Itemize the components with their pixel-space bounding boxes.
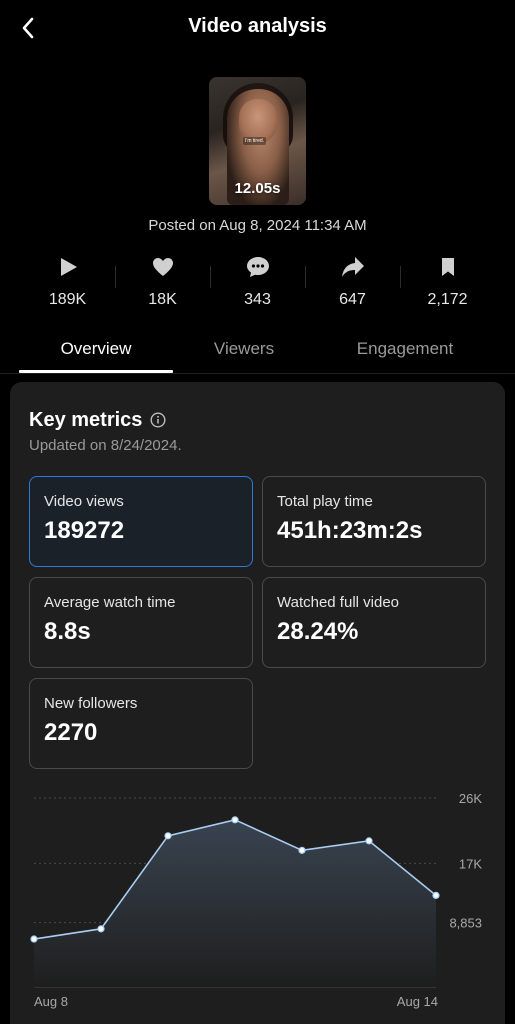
metric-label: Average watch time	[44, 594, 176, 611]
stat-shares: 647	[305, 252, 400, 312]
tab-bar: Overview Viewers Engagement	[0, 334, 515, 374]
metric-label: New followers	[44, 695, 138, 712]
metric-total-play-time[interactable]: Total play time 451h:23m:2s	[262, 476, 486, 567]
metric-label: Video views	[44, 493, 124, 510]
x-tick-label: Aug 14	[397, 994, 438, 1009]
header: Video analysis	[0, 0, 515, 56]
metric-video-views[interactable]: Video views 189272	[29, 476, 253, 567]
stat-value: 189K	[48, 291, 87, 308]
data-point-3[interactable]	[231, 816, 239, 824]
posted-date: Posted on Aug 8, 2024 11:34 AM	[148, 217, 367, 234]
tab-active-indicator	[19, 370, 173, 373]
video-caption: I'm tired.	[243, 137, 267, 145]
tab-engagement[interactable]: Engagement	[356, 339, 454, 358]
metric-new-followers[interactable]: New followers 2270	[29, 678, 253, 769]
metric-label: Watched full video	[277, 594, 400, 611]
tab-overview[interactable]: Overview	[60, 339, 132, 358]
comment-icon	[246, 255, 270, 279]
data-point-5[interactable]	[365, 837, 373, 845]
thumbnail-face	[239, 99, 277, 143]
data-point-4[interactable]	[298, 846, 306, 854]
metric-value: 189272	[44, 517, 125, 544]
video-thumbnail[interactable]: I'm tired. 12.05s	[209, 77, 306, 205]
page-title: Video analysis	[188, 15, 327, 37]
play-icon	[56, 255, 80, 279]
metric-value: 2270	[44, 719, 98, 746]
metric-average-watch-time[interactable]: Average watch time 8.8s	[29, 577, 253, 668]
metric-value: 8.8s	[44, 618, 91, 645]
metric-value: 28.24%	[277, 618, 359, 645]
stat-bookmarks: 2,172	[400, 252, 495, 312]
metric-value: 451h:23m:2s	[277, 517, 423, 544]
stat-value: 343	[244, 291, 271, 308]
updated-date: Updated on 8/24/2024.	[29, 437, 182, 454]
y-tick-label: 8,853	[449, 916, 482, 931]
video-duration: 12.05s	[234, 180, 281, 197]
views-chart[interactable]: 8,853 17K 26K Aug 8 Aug 14	[10, 782, 505, 1022]
metric-watched-full-video[interactable]: Watched full video 28.24%	[262, 577, 486, 668]
data-point-1[interactable]	[97, 925, 105, 933]
stat-plays: 189K	[20, 252, 115, 312]
info-icon[interactable]	[150, 412, 166, 428]
metric-label: Total play time	[277, 493, 373, 510]
stat-value: 18K	[148, 291, 177, 308]
share-icon	[341, 255, 365, 279]
x-tick-label: Aug 8	[34, 994, 68, 1009]
key-metrics-title: Key metrics	[29, 409, 143, 431]
back-button[interactable]	[10, 10, 46, 46]
chevron-left-icon	[22, 17, 34, 39]
stat-comments: 343	[210, 252, 305, 312]
chart-area	[34, 819, 436, 987]
tab-viewers[interactable]: Viewers	[213, 339, 275, 358]
stat-likes: 18K	[115, 252, 210, 312]
stat-value: 647	[339, 291, 366, 308]
stats-row: 189K 18K 343 647 2,172	[20, 252, 495, 312]
y-tick-label: 26K	[459, 791, 482, 806]
y-tick-label: 17K	[459, 856, 482, 871]
data-point-0[interactable]	[30, 935, 38, 943]
heart-icon	[151, 255, 175, 279]
bookmark-icon	[436, 255, 460, 279]
stat-value: 2,172	[427, 291, 468, 308]
data-point-6[interactable]	[432, 891, 440, 900]
data-point-2[interactable]	[164, 832, 172, 840]
